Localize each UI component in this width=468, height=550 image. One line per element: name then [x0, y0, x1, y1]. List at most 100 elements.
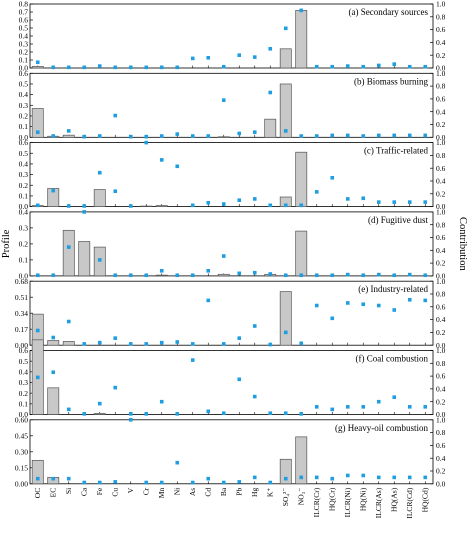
contribution-point	[392, 133, 397, 138]
right-tick-label: 0.0	[436, 341, 446, 350]
contribution-point	[82, 412, 87, 416]
contribution-point	[51, 370, 56, 375]
contribution-point	[66, 65, 71, 70]
contribution-point	[299, 203, 304, 208]
panel-d: 0.0 0.1 0.2 0.3 0.4 0.0 0.2 0.4 0.6 0.8 1.0 (d) Fug…	[19, 208, 446, 281]
left-tick-label: 0.34	[15, 309, 28, 318]
left-tick-label: 0.0	[19, 64, 29, 73]
contribution-point	[392, 395, 397, 400]
contribution-point	[35, 60, 40, 65]
x-tick-label: HQ(Ni)	[359, 487, 368, 511]
contribution-point	[159, 134, 164, 138]
contribution-point	[283, 476, 288, 481]
x-tick-label: ILCR(Cd)	[405, 487, 414, 518]
left-tick-label: 0.0	[19, 133, 29, 142]
contribution-point	[35, 203, 40, 208]
contribution-point	[407, 133, 412, 138]
left-tick-label: 0.45	[15, 431, 28, 440]
contribution-point	[361, 64, 366, 69]
contribution-point	[330, 273, 335, 278]
contribution-point	[113, 113, 118, 118]
left-tick-label: 0.3	[19, 170, 29, 179]
contribution-point	[128, 204, 133, 208]
panel-title: (d) Fugitive dust	[368, 215, 428, 225]
profile-bar	[155, 274, 168, 277]
left-tick-label: 0.1	[19, 399, 29, 408]
left-tick-label: 0.8	[19, 0, 29, 9]
profile-bar	[295, 10, 308, 69]
contribution-point	[314, 273, 319, 278]
contribution-point	[221, 202, 226, 206]
contribution-point	[128, 418, 133, 422]
left-tick-label: 0.00	[15, 341, 28, 350]
contribution-point	[314, 475, 319, 480]
contribution-point	[392, 273, 397, 278]
contribution-point	[113, 189, 118, 194]
contribution-point	[51, 65, 56, 70]
right-tick-label: 0.6	[436, 302, 446, 311]
contribution-point	[190, 480, 195, 485]
left-tick-label: 0.6	[19, 69, 29, 78]
contribution-point	[345, 301, 350, 305]
contribution-point	[51, 335, 56, 340]
contribution-point	[299, 134, 304, 138]
contribution-point	[82, 134, 87, 139]
right-tick-label: 0.2	[436, 120, 446, 129]
x-tick-label: NO₃⁻	[297, 488, 306, 505]
right-tick-label: 0.8	[436, 428, 446, 437]
right-tick-label: 0.8	[436, 82, 446, 91]
panel-title: (f) Coal combustion	[356, 354, 429, 364]
contribution-point	[190, 134, 195, 138]
contribution-point	[82, 210, 87, 214]
contribution-point	[314, 64, 319, 69]
contribution-point	[221, 98, 226, 102]
contribution-point	[97, 480, 102, 485]
left-tick-label: 0.3	[19, 378, 29, 387]
contribution-point	[423, 475, 428, 480]
profile-bar	[62, 134, 75, 138]
contribution-point	[376, 272, 381, 277]
contribution-point	[175, 340, 180, 344]
contribution-point	[330, 316, 335, 321]
right-tick-label: 1.0	[436, 208, 446, 217]
contribution-point	[159, 268, 164, 273]
right-tick-label: 0.4	[436, 107, 446, 116]
right-tick-label: 0.2	[436, 397, 446, 406]
left-tick-label: 0.0	[19, 202, 29, 211]
left-tick-label: 0.3	[19, 40, 29, 49]
contribution-point	[252, 130, 257, 134]
panel-c: 0.00.10.20.30.40.50.60.00.20.40.60.81.0(…	[19, 138, 446, 211]
right-tick-label: 0.8	[436, 359, 446, 368]
contribution-point	[113, 336, 118, 340]
contribution-point	[361, 134, 366, 138]
contribution-point	[423, 64, 428, 69]
contribution-point	[159, 480, 164, 485]
contribution-point	[237, 377, 242, 382]
contribution-point	[361, 273, 366, 278]
right-tick-label: 1.0	[436, 0, 446, 9]
left-tick-label: 0.5	[19, 149, 29, 158]
contribution-point	[175, 164, 180, 169]
contribution-point	[206, 134, 211, 138]
contribution-point	[159, 399, 164, 404]
profile-bar	[140, 205, 153, 207]
right-tick-label: 0.2	[436, 467, 446, 476]
contribution-point	[376, 303, 381, 308]
right-tick-label: 0.4	[436, 246, 446, 255]
contribution-point	[376, 475, 381, 480]
contribution-point	[407, 297, 412, 302]
contribution-point	[407, 272, 412, 277]
contribution-point	[190, 273, 195, 278]
contribution-point	[51, 476, 56, 481]
right-tick-label: 0.0	[436, 64, 446, 73]
contribution-point	[407, 405, 412, 409]
profile-bar	[47, 188, 60, 207]
x-tick-label: Mn	[157, 488, 166, 499]
left-tick-label: 0.17	[15, 325, 28, 334]
contribution-point	[221, 480, 226, 485]
right-tick-label: 0.4	[436, 454, 446, 463]
contribution-point	[283, 129, 288, 133]
contribution-point	[206, 298, 211, 303]
contribution-point	[113, 65, 118, 70]
panel-title: (b) Biomass burning	[354, 76, 428, 86]
